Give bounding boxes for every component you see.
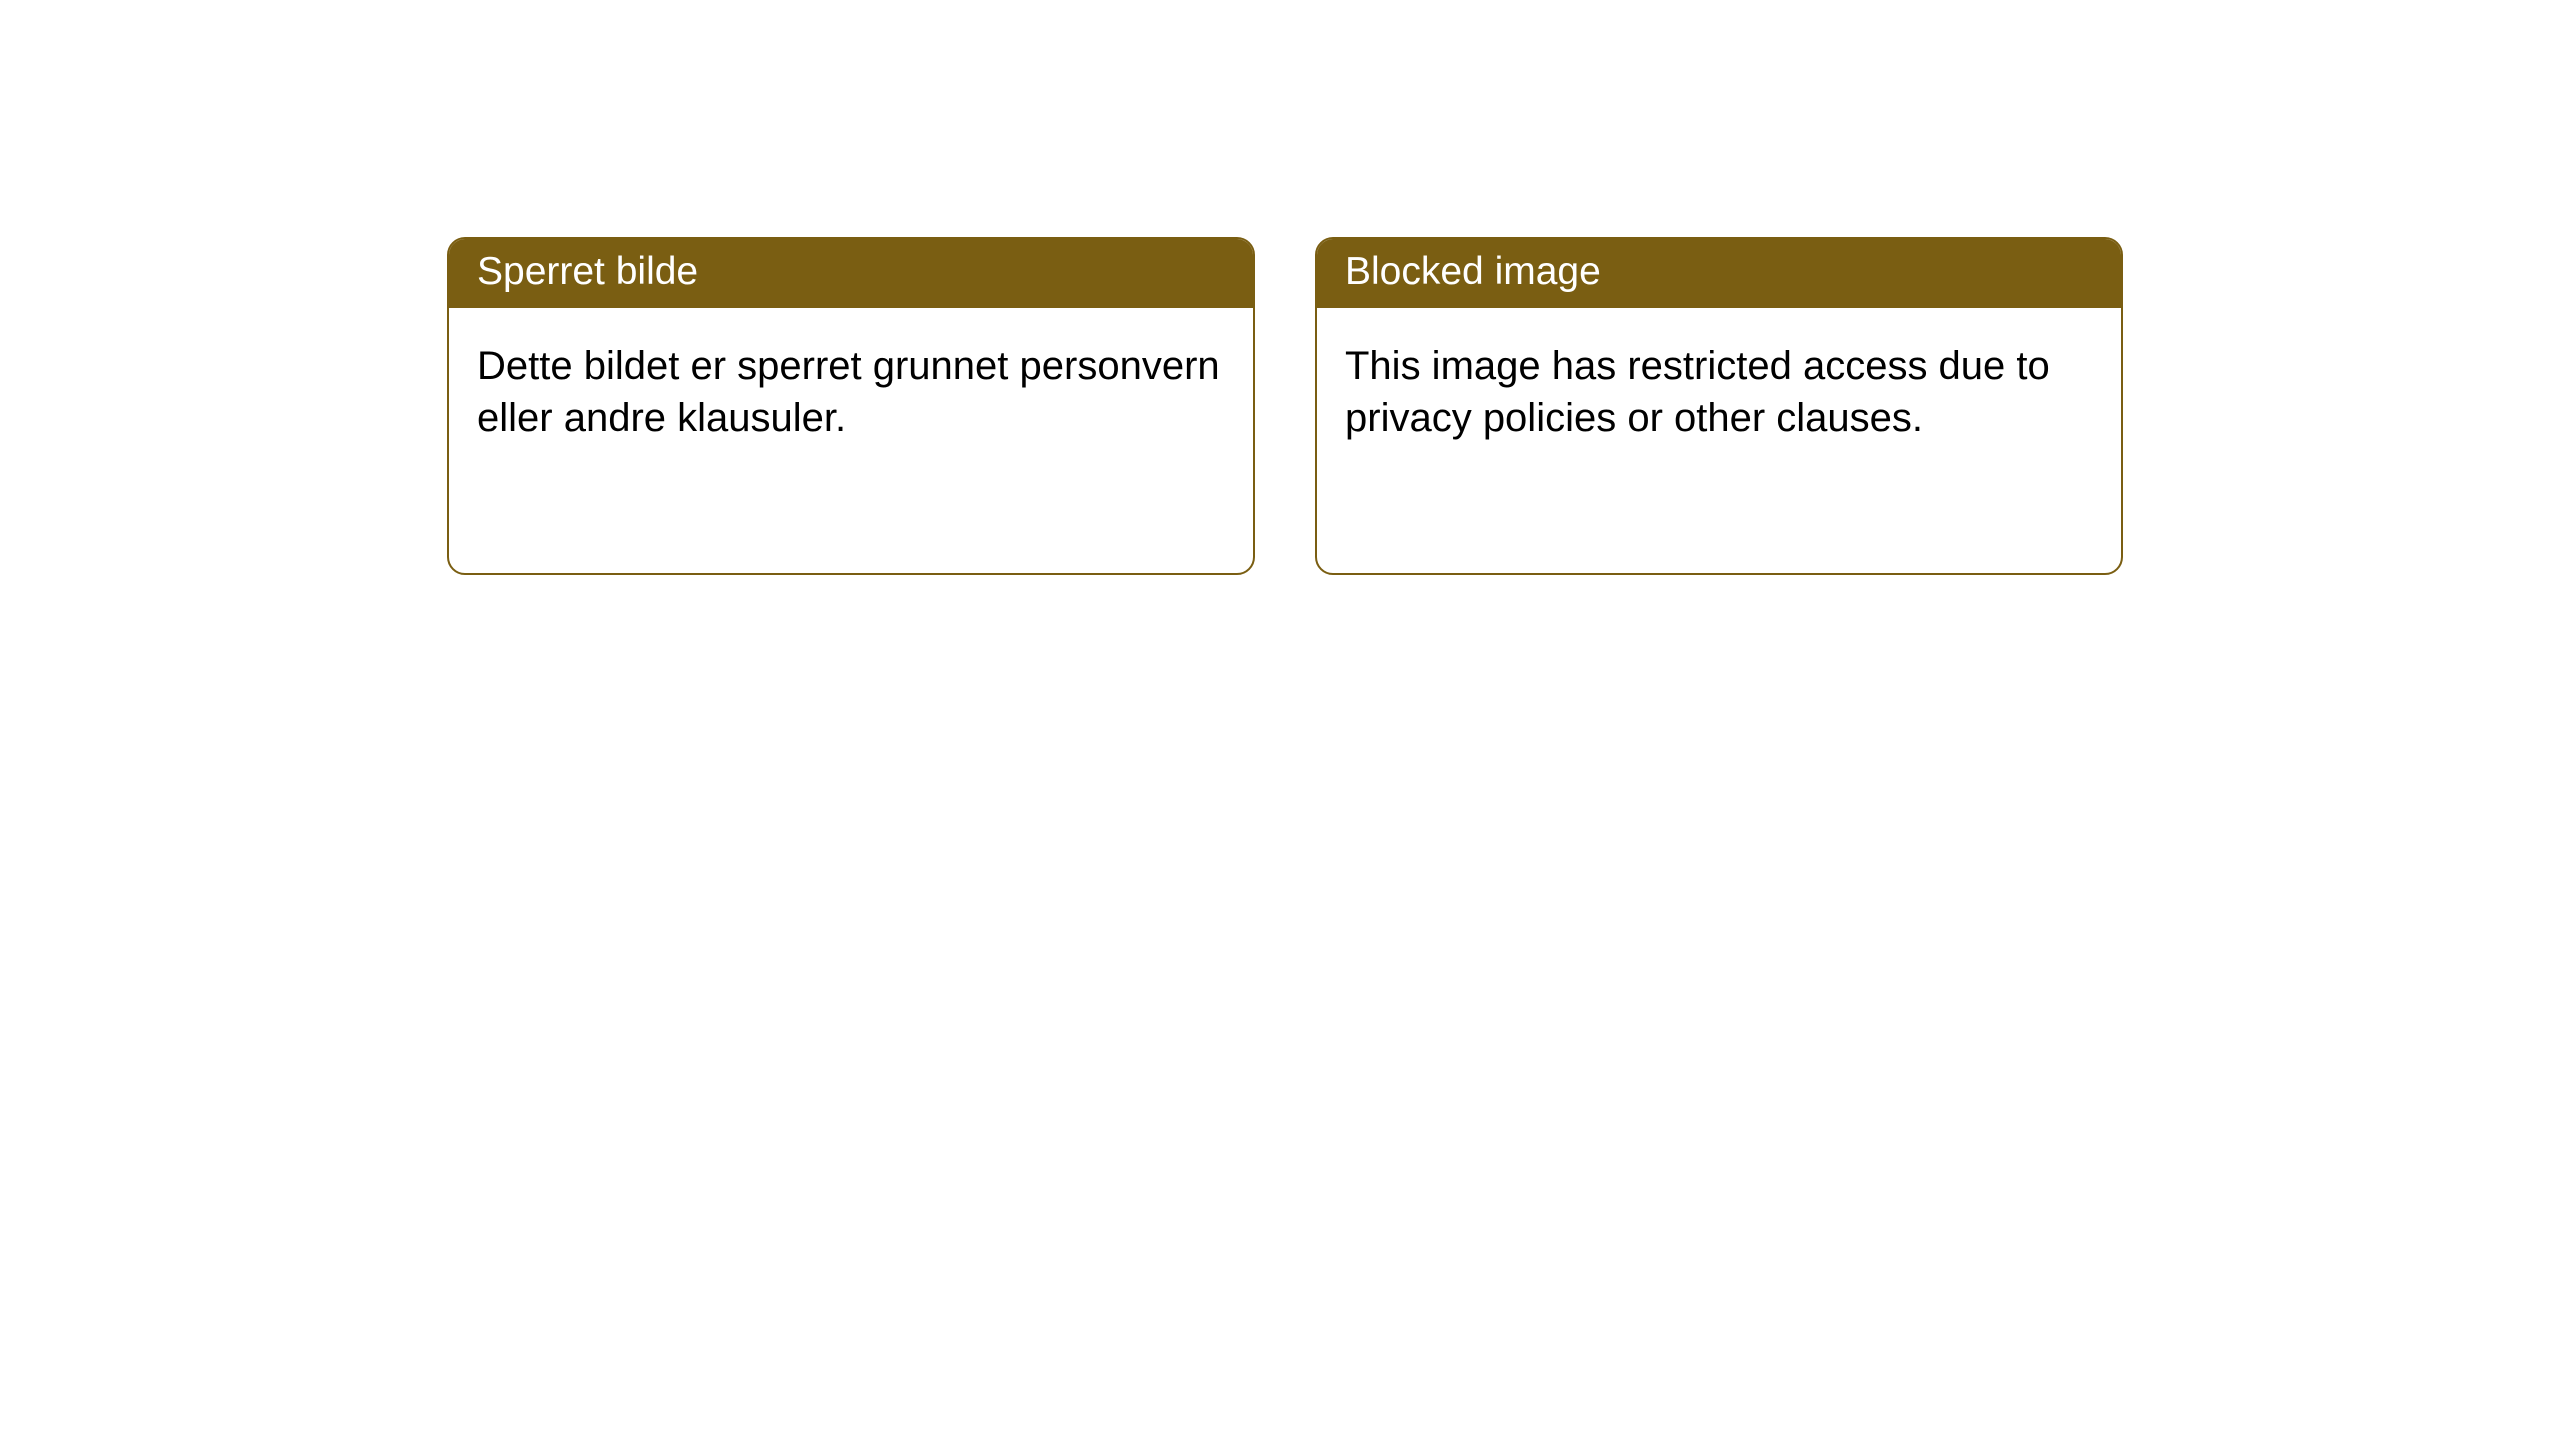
card-body: Dette bildet er sperret grunnet personve… <box>449 308 1253 472</box>
card-title: Sperret bilde <box>477 250 698 293</box>
card-body-text: This image has restricted access due to … <box>1345 344 2050 440</box>
notice-card-norwegian: Sperret bilde Dette bildet er sperret gr… <box>447 237 1255 575</box>
card-title: Blocked image <box>1345 250 1601 293</box>
card-body: This image has restricted access due to … <box>1317 308 2121 472</box>
notice-card-english: Blocked image This image has restricted … <box>1315 237 2123 575</box>
card-header: Blocked image <box>1317 239 2121 308</box>
notice-cards-container: Sperret bilde Dette bildet er sperret gr… <box>447 237 2123 575</box>
card-body-text: Dette bildet er sperret grunnet personve… <box>477 344 1220 440</box>
card-header: Sperret bilde <box>449 239 1253 308</box>
